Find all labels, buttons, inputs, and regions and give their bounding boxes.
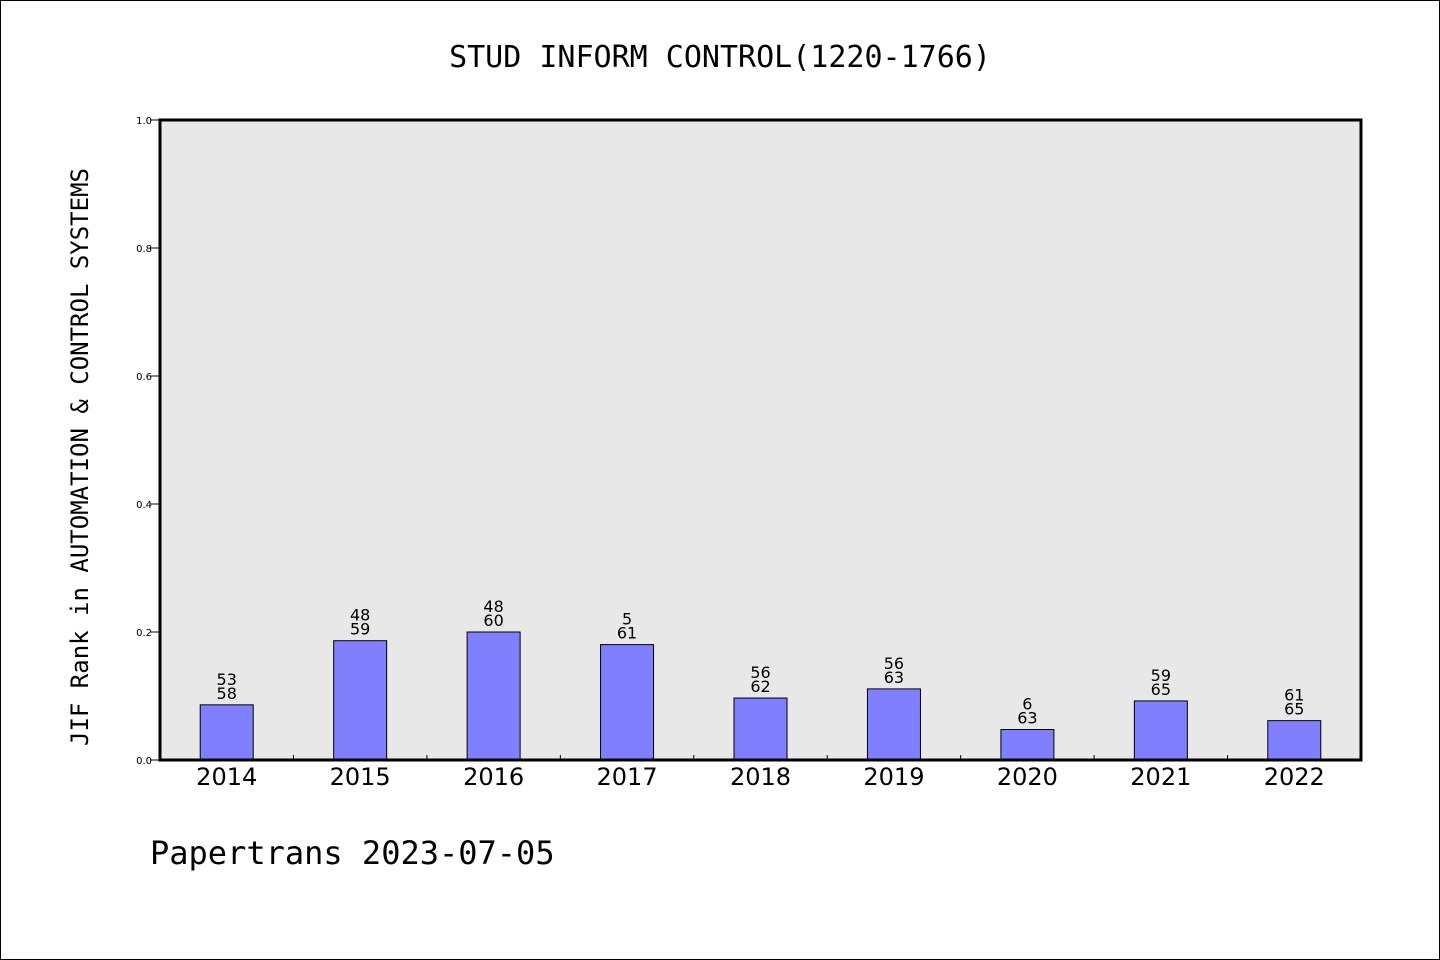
bar-annotation-rank: 53 xyxy=(217,670,237,689)
bar-annotation-rank: 59 xyxy=(1151,666,1171,685)
x-tick-label: 2015 xyxy=(330,763,391,791)
x-tick-label: 2020 xyxy=(997,763,1058,791)
bar-2014 xyxy=(199,704,254,761)
y-tick-label: 0.0 xyxy=(136,756,152,767)
x-tick-label: 2022 xyxy=(1264,763,1325,791)
y-tick-label: 0.2 xyxy=(136,628,152,639)
bar-2017 xyxy=(600,644,655,761)
bar-2022 xyxy=(1267,720,1322,761)
bar-annotation-rank: 61 xyxy=(1284,686,1304,705)
y-tick-label: 0.4 xyxy=(136,500,152,511)
y-axis: 0.0 0.2 0.4 0.6 0.8 1.0 xyxy=(136,116,160,767)
x-tick-label: 2017 xyxy=(597,763,658,791)
chart-title: STUD INFORM CONTROL(1220-1766) xyxy=(449,40,991,75)
bar-annotation-rank: 48 xyxy=(483,597,503,616)
x-tick-label: 2019 xyxy=(863,763,924,791)
y-tick-label: 0.8 xyxy=(136,244,152,255)
bar-2021 xyxy=(1133,700,1188,761)
bar-annotation-total: 60 xyxy=(483,611,503,630)
bar-2018 xyxy=(733,697,788,761)
bar-2016 xyxy=(466,631,521,761)
bar-annotation-total: 61 xyxy=(617,624,637,643)
bar-annotation-total: 58 xyxy=(217,684,237,703)
bar-2020 xyxy=(1000,729,1055,761)
bar-annotation-total: 59 xyxy=(350,620,370,639)
bars-group xyxy=(199,631,1322,761)
bar-annotation-rank: 56 xyxy=(884,654,904,673)
x-tick-label: 2014 xyxy=(196,763,257,791)
footer-text: Papertrans 2023-07-05 xyxy=(150,834,555,872)
bar-annotation-rank: 56 xyxy=(750,663,770,682)
bar-annotation-total: 63 xyxy=(884,668,904,687)
x-tick-label: 2018 xyxy=(730,763,791,791)
x-tick-label: 2016 xyxy=(463,763,524,791)
bar-2019 xyxy=(866,688,921,761)
bar-annotation-rank: 5 xyxy=(622,610,632,629)
plot-border xyxy=(158,118,1363,762)
y-tick-label: 0.6 xyxy=(136,372,152,383)
bar-2015 xyxy=(333,640,388,761)
bar-annotation-rank: 48 xyxy=(350,606,370,625)
bar-annotation-total: 65 xyxy=(1284,700,1304,719)
x-tick-label: 2021 xyxy=(1130,763,1191,791)
bar-annotation-total: 62 xyxy=(750,677,770,696)
y-tick-label: 1.0 xyxy=(136,116,152,127)
y-axis-label: JIF Rank in AUTOMATION & CONTROL SYSTEMS xyxy=(66,168,94,746)
bar-annotation-rank: 6 xyxy=(1022,695,1032,714)
bar-annotation-total: 65 xyxy=(1151,680,1171,699)
x-axis: 2014 2015 2016 2017 2018 2019 2020 2021 2022 xyxy=(196,755,1325,791)
bar-annotation-total: 63 xyxy=(1017,709,1037,728)
